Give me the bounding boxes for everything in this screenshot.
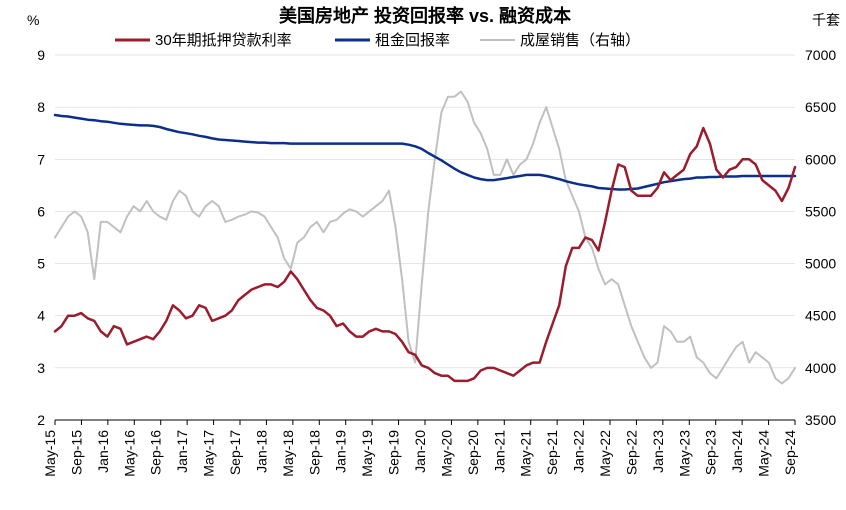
x-tick-label: May-16 <box>121 430 137 477</box>
x-tick-label: May-19 <box>359 430 375 477</box>
left-tick-label: 2 <box>37 412 45 428</box>
x-tick-label: May-18 <box>280 430 296 477</box>
left-tick-label: 8 <box>37 99 45 115</box>
right-tick-label: 5500 <box>805 203 836 219</box>
x-tick-label: Sep-21 <box>544 430 560 475</box>
x-tick-label: Sep-15 <box>68 430 84 475</box>
x-tick-label: Jan-18 <box>253 430 269 473</box>
x-tick-label: May-22 <box>597 430 613 477</box>
legend-label: 成屋销售（右轴） <box>520 32 640 49</box>
right-tick-label: 4000 <box>805 360 836 376</box>
right-tick-label: 7000 <box>805 47 836 63</box>
left-tick-label: 3 <box>37 360 45 376</box>
right-tick-label: 5000 <box>805 256 836 272</box>
series-rental_yield <box>55 115 795 190</box>
x-tick-label: Jan-20 <box>412 430 428 473</box>
left-tick-label: 5 <box>37 256 45 272</box>
x-tick-label: May-15 <box>42 430 58 477</box>
x-tick-label: Jan-16 <box>95 430 111 473</box>
right-tick-label: 6500 <box>805 99 836 115</box>
chart-svg: 2 3 4 5 6 7 8 9% 3500 4000 4500 5000 5500 6000 6500 700… <box>0 0 846 510</box>
x-tick-label: Jan-22 <box>571 430 587 473</box>
right-tick-label: 3500 <box>805 412 836 428</box>
left-tick-label: 4 <box>37 308 45 324</box>
legend-label: 租金回报率 <box>375 32 450 49</box>
right-axis-label: 千套 <box>812 12 840 28</box>
legend-label: 30年期抵押贷款利率 <box>155 32 292 49</box>
x-tick-label: Sep-24 <box>782 430 798 475</box>
x-tick-label: Jan-19 <box>333 430 349 473</box>
series-home_sales <box>55 92 795 384</box>
x-tick-label: May-23 <box>676 430 692 477</box>
x-tick-label: May-20 <box>438 430 454 477</box>
x-tick-label: Jan-24 <box>729 430 745 473</box>
x-tick-label: Jan-21 <box>491 430 507 473</box>
x-tick-label: Sep-23 <box>703 430 719 475</box>
x-tick-label: Sep-18 <box>306 430 322 475</box>
x-tick-label: Sep-16 <box>148 430 164 475</box>
x-tick-label: Jan-23 <box>650 430 666 473</box>
right-tick-label: 6000 <box>805 151 836 167</box>
x-tick-label: May-17 <box>201 430 217 477</box>
left-tick-label: 6 <box>37 203 45 219</box>
left-tick-label: 7 <box>37 151 45 167</box>
left-axis-label: % <box>27 12 39 28</box>
x-tick-label: Sep-20 <box>465 430 481 475</box>
chart-title: 美国房地产 投资回报率 vs. 融资成本 <box>279 5 571 26</box>
chart-container: 2 3 4 5 6 7 8 9% 3500 4000 4500 5000 5500 6000 6500 700… <box>0 0 846 510</box>
left-tick-label: 9 <box>37 47 45 63</box>
x-tick-label: Sep-19 <box>386 430 402 475</box>
right-tick-label: 4500 <box>805 308 836 324</box>
x-tick-label: Sep-22 <box>623 430 639 475</box>
x-tick-label: Sep-17 <box>227 430 243 475</box>
x-tick-label: Jan-17 <box>174 430 190 473</box>
x-tick-label: May-21 <box>518 430 534 477</box>
x-tick-label: May-24 <box>756 430 772 477</box>
